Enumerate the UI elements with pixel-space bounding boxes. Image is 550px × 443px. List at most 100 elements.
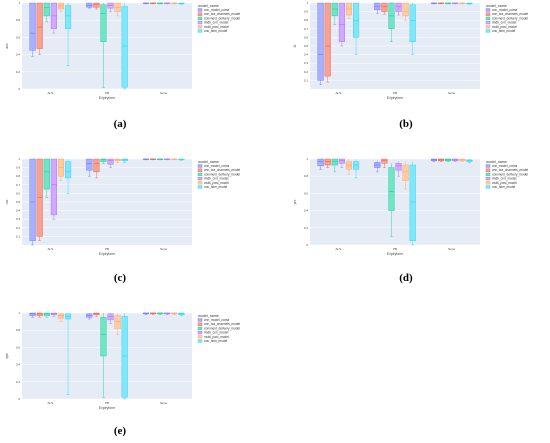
box-body (402, 164, 409, 181)
box-cnn_tca_channels_model-None (150, 158, 157, 161)
box-body (29, 2, 36, 51)
box-convnext_delivery_model-ALS (43, 2, 50, 23)
box-cnn_tca_channels_model-None (150, 2, 157, 5)
box-body (317, 158, 324, 167)
x-axis-label: Expiryform (99, 252, 115, 256)
box-convnext_delivery_model-PB (388, 163, 395, 237)
box-multi_pwd_model-ALS (345, 159, 352, 175)
box-body (331, 2, 338, 17)
y-axis-label: roc (5, 199, 9, 204)
legend-swatch (485, 8, 491, 12)
box-lmdb_cnn_model-None (164, 158, 171, 161)
y-tick-label: 0.6 (304, 35, 309, 39)
box-lmdb_cnn_model-PB (395, 161, 402, 177)
y-tick-label: 0.2 (16, 70, 21, 74)
box-plot-d: 1 0.8 0.6 0.4 0.2 0 prc ALS PB None Expiryform mode… (293, 157, 528, 256)
y-tick-label: 0.9 (304, 10, 309, 14)
x-axis-label: Expiryform (387, 252, 403, 256)
legend-entry: cnn_tca_channels_model (492, 168, 528, 172)
legend-entry: lmdb_cnn_model (492, 21, 517, 25)
legend-entry: multi_pwd_model (204, 335, 229, 339)
box-cnn_model_coma-PB (374, 2, 381, 14)
box-body (29, 158, 36, 241)
box-multi_pwd_model-PB (114, 313, 121, 335)
y-axis-label: spe (5, 353, 9, 359)
legend-swatch (197, 335, 203, 339)
legend-entry: lmdb_cnn_model (204, 331, 229, 335)
box-body (409, 164, 416, 241)
y-tick-label: 0.8 (16, 18, 21, 22)
y-tick-label: 1 (306, 1, 308, 5)
box-multi_pwd_model-None (459, 158, 466, 162)
box-convnext_delivery_model-None (445, 158, 452, 162)
caption-c: (c) (113, 272, 127, 284)
legend-title: model_name (198, 4, 219, 8)
box-body (402, 2, 409, 17)
box-cnn_model_coma-PB (86, 158, 93, 177)
x-tick-label: None (160, 247, 168, 251)
legend-swatch (197, 326, 203, 330)
box-body (338, 2, 345, 42)
y-tick-label: 0.4 (16, 363, 21, 367)
box-body (86, 2, 93, 8)
box-unc_lstm_model-None (466, 159, 473, 163)
legend-title: model_name (198, 314, 219, 318)
legend-swatch (197, 12, 203, 16)
legend-entry: convnext_delivery_model (492, 16, 528, 20)
box-multi_pwd_model-None (459, 2, 466, 5)
box-lmdb_cnn_model-ALS (338, 2, 345, 47)
x-tick-label: ALS (335, 91, 341, 95)
box-convnext_delivery_model-ALS (331, 158, 338, 173)
box-cnn_model_coma-PB (374, 160, 381, 173)
box-convnext_delivery_model-None (445, 2, 452, 5)
legend-entry: cnn_model_coma (492, 8, 517, 12)
box-cnn_tca_channels_model-ALS (324, 2, 331, 83)
box-cnn_tca_channels_model-PB (381, 158, 388, 168)
y-tick-label: 0.5 (16, 200, 21, 204)
y-tick-label: 0.1 (304, 78, 309, 82)
box-lmdb_cnn_model-PB (107, 2, 114, 12)
box-body (100, 158, 107, 162)
box-cnn_model_coma-PB (86, 313, 93, 320)
legend-swatch (485, 185, 491, 189)
box-body (57, 313, 64, 319)
legend-entry: cnn_model_coma (492, 164, 517, 168)
box-cnn_tca_channels_model-PB (93, 312, 100, 317)
y-tick-label: 0 (18, 397, 20, 401)
box-multi_pwd_model-PB (114, 158, 121, 163)
y-tick-label: 0.2 (16, 226, 21, 230)
box-body (43, 158, 50, 190)
box-convnext_delivery_model-None (157, 312, 164, 315)
legend-entry: convnext_delivery_model (204, 172, 240, 176)
box-cnn_tca_channels_model-None (438, 2, 445, 5)
y-tick-label: 0.3 (304, 61, 309, 65)
y-axis-label: acc (5, 43, 9, 49)
chart-panel-a: 1 0.8 0.6 0.4 0.2 0 acc ALS PB None Expiryform mode… (0, 0, 260, 100)
plot-area (22, 313, 192, 399)
box-lmdb_cnn_model-None (452, 2, 459, 5)
box-body (107, 313, 114, 321)
y-tick-label: 0.7 (16, 183, 21, 187)
legend-swatch (197, 168, 203, 172)
caption-a: (a) (113, 118, 127, 130)
box-body (100, 4, 107, 42)
legend-entry: unc_lstm_model (204, 339, 228, 343)
box-convnext_delivery_model-PB (100, 313, 107, 398)
box-cnn_tca_channels_model-None (150, 312, 157, 315)
box-cnn_tca_channels_model-PB (93, 158, 100, 179)
legend-swatch (485, 164, 491, 168)
legend-entry: cnn_tca_channels_model (492, 12, 528, 16)
box-cnn_tca_channels_model-ALS (36, 312, 43, 318)
box-multi_pwd_model-None (171, 158, 178, 161)
x-axis-label: Expiryform (99, 96, 115, 100)
box-plot-b: 1 0.9 0.8 0.7 0.6 0.5 0.4 0.3 0.2 0.1 f1 ALS PB None E… (293, 1, 528, 100)
x-axis-label: Expiryform (99, 406, 115, 410)
box-lmdb_cnn_model-None (164, 2, 171, 5)
box-convnext_delivery_model-None (157, 2, 164, 5)
box-lmdb_cnn_model-PB (107, 313, 114, 324)
legend-swatch (197, 172, 203, 176)
box-cnn_model_coma-PB (86, 2, 93, 9)
legend-swatch (197, 322, 203, 326)
y-tick-label: 1 (18, 311, 20, 315)
x-tick-label: ALS (47, 401, 53, 405)
